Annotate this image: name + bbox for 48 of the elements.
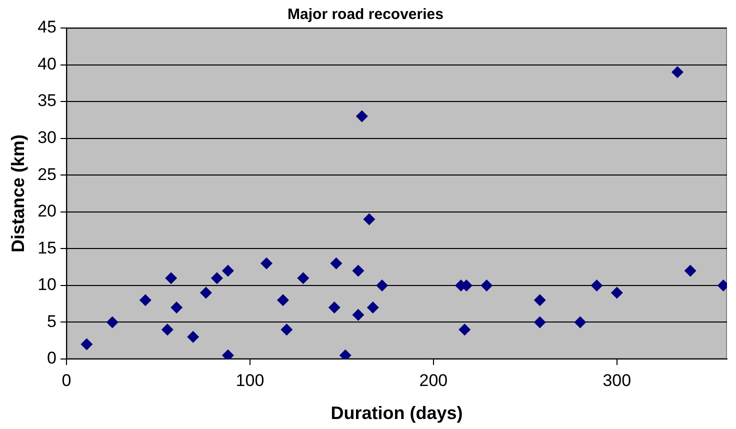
point bbox=[610, 286, 623, 299]
y-tick-label: 20 bbox=[38, 202, 57, 221]
chart-title: Major road recoveries bbox=[288, 6, 444, 24]
point bbox=[222, 264, 234, 277]
point bbox=[352, 308, 364, 321]
y-tick-label: 30 bbox=[38, 128, 57, 148]
point bbox=[260, 257, 272, 270]
point bbox=[574, 316, 586, 328]
point bbox=[297, 272, 310, 284]
point bbox=[352, 264, 364, 277]
point bbox=[458, 324, 471, 336]
y-tick-label: 40 bbox=[38, 54, 57, 74]
point bbox=[328, 302, 340, 314]
point bbox=[210, 272, 223, 284]
x-tick-label: 200 bbox=[419, 370, 448, 390]
point bbox=[671, 66, 684, 78]
point bbox=[330, 257, 342, 270]
point bbox=[376, 279, 388, 292]
point bbox=[534, 294, 546, 306]
y-tick-label: 5 bbox=[47, 312, 57, 331]
x-axis-title: Duration (days) bbox=[330, 403, 463, 424]
point bbox=[277, 294, 290, 306]
point bbox=[187, 330, 200, 343]
y-tick-label: 10 bbox=[38, 275, 57, 294]
point bbox=[590, 279, 603, 292]
y-tick-label: 25 bbox=[38, 164, 57, 184]
y-tick-label: 15 bbox=[38, 238, 57, 258]
point bbox=[534, 316, 546, 328]
y-axis-title: Distance (km) bbox=[8, 134, 28, 253]
point bbox=[366, 302, 379, 314]
x-tick-label: 300 bbox=[602, 370, 632, 390]
point bbox=[480, 279, 493, 292]
x-tick-label: 0 bbox=[62, 370, 72, 390]
y-tick-label: 45 bbox=[38, 18, 57, 37]
x-tick-label: 100 bbox=[236, 370, 264, 390]
point bbox=[170, 302, 183, 314]
point bbox=[161, 324, 174, 336]
point bbox=[80, 338, 93, 350]
point bbox=[684, 264, 696, 277]
point bbox=[200, 286, 212, 299]
y-tick-label: 35 bbox=[38, 91, 57, 110]
point bbox=[356, 110, 368, 122]
point bbox=[280, 324, 293, 336]
point bbox=[139, 294, 152, 306]
point bbox=[106, 316, 118, 328]
point bbox=[363, 213, 376, 226]
point bbox=[165, 272, 178, 284]
y-tick-label: 0 bbox=[47, 348, 57, 368]
